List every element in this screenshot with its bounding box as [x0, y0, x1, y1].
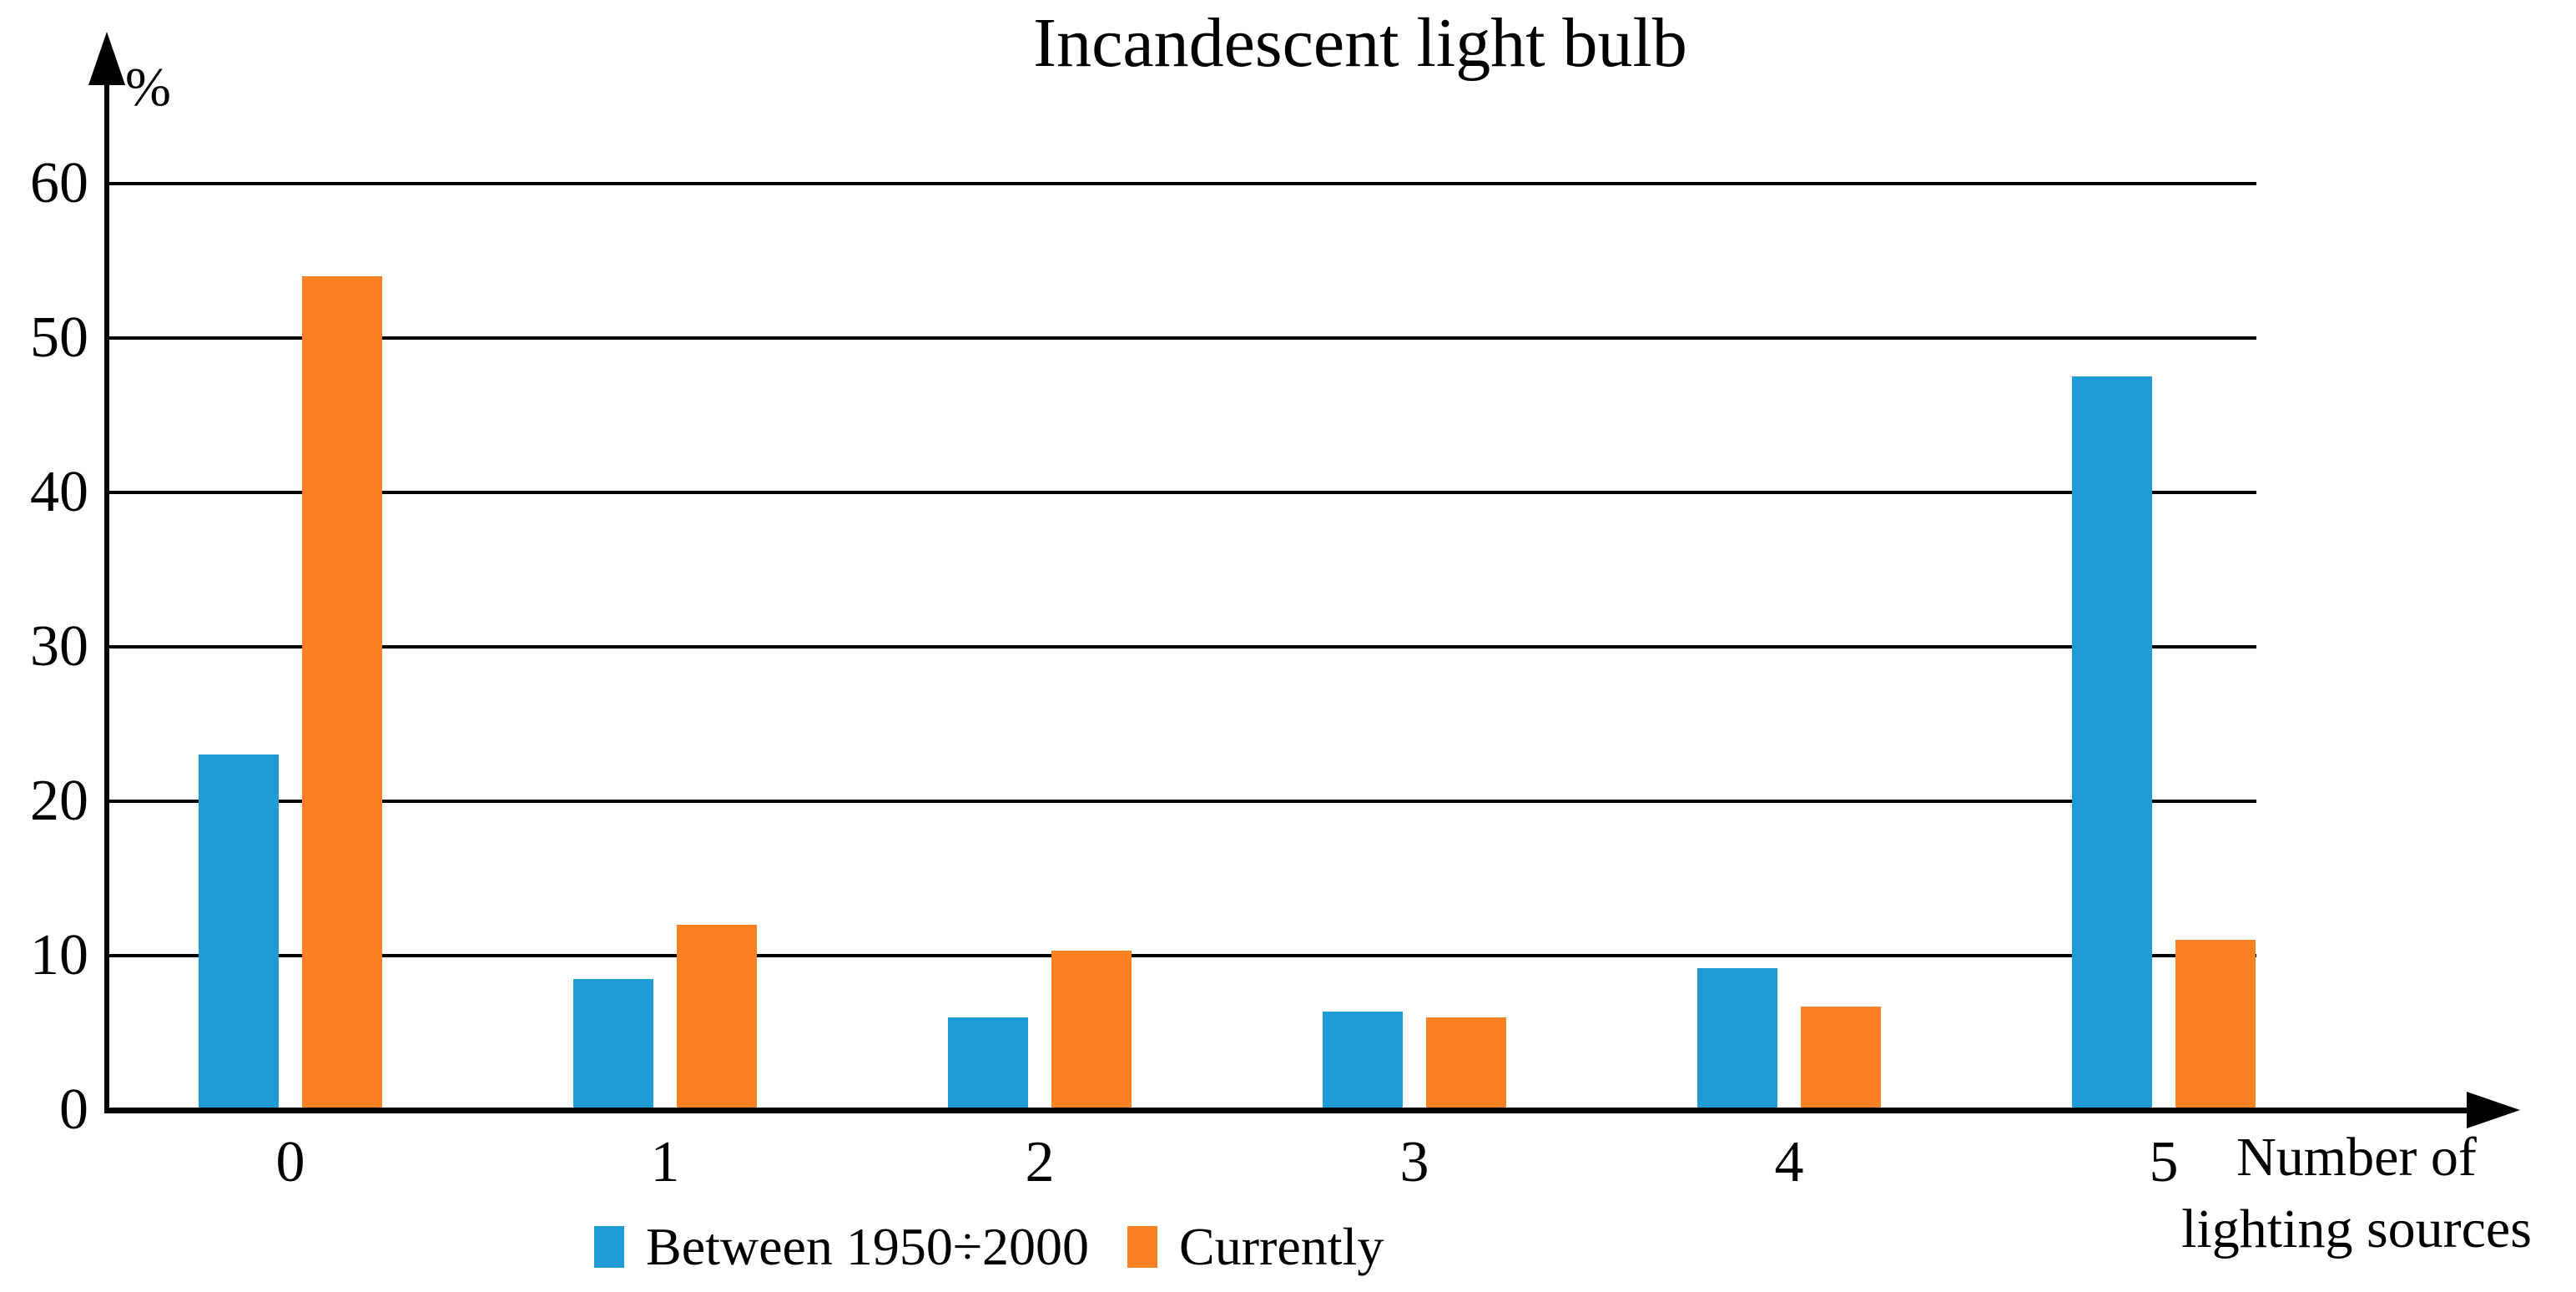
y-tick-label-30: 30 — [30, 614, 88, 679]
bar-series1-category-2 — [1051, 951, 1132, 1110]
bar-series0-category-5 — [2072, 376, 2152, 1110]
chart-title: Incandescent light bulb — [1033, 4, 1687, 82]
y-tick-label-20: 20 — [30, 769, 88, 833]
gridline-60 — [105, 182, 2256, 185]
x-tick-label-2: 2 — [1025, 1130, 1055, 1194]
x-tick-label-1: 1 — [650, 1130, 680, 1194]
bar-series0-category-0 — [199, 755, 279, 1110]
bar-series1-category-4 — [1801, 1007, 1881, 1110]
legend-label: Currently — [1179, 1217, 1384, 1276]
y-tick-label-0: 0 — [59, 1078, 88, 1142]
y-tick-label-60: 60 — [30, 151, 88, 215]
bar-series1-category-0 — [302, 276, 382, 1110]
gridline-30 — [105, 645, 2256, 649]
bar-series1-category-1 — [677, 925, 757, 1110]
y-axis-arrowhead-icon — [88, 32, 125, 85]
bar-series0-category-1 — [573, 979, 653, 1110]
legend-label: Between 1950÷2000 — [646, 1217, 1090, 1276]
y-tick-label-50: 50 — [30, 305, 88, 370]
y-axis-unit-label: % — [125, 57, 171, 118]
x-tick-label-0: 0 — [275, 1130, 305, 1194]
y-tick-label-10: 10 — [30, 923, 88, 987]
x-axis-arrowhead-icon — [2467, 1092, 2520, 1128]
legend-swatch-icon — [1127, 1226, 1158, 1268]
bar-series0-category-3 — [1323, 1012, 1403, 1110]
bar-series1-category-5 — [2175, 940, 2256, 1110]
x-tick-label-3: 3 — [1399, 1130, 1429, 1194]
gridline-50 — [105, 336, 2256, 340]
x-axis-title-line2: lighting sources — [2181, 1199, 2532, 1259]
legend-swatch-icon — [594, 1226, 624, 1268]
gridline-10 — [105, 954, 2256, 957]
bar-series0-category-2 — [948, 1017, 1028, 1110]
x-tick-label-4: 4 — [1774, 1130, 1804, 1194]
gridline-40 — [105, 491, 2256, 494]
x-axis-title: Number of lighting sources — [2136, 1122, 2576, 1265]
x-tick-label-5: 5 — [2149, 1130, 2179, 1194]
legend-item-0: Between 1950÷2000 — [594, 1220, 1089, 1274]
bar-series1-category-3 — [1426, 1017, 1506, 1110]
legend-item-1: Currently — [1127, 1220, 1384, 1274]
x-axis-line — [104, 1108, 2478, 1113]
legend: Between 1950÷2000 Currently — [594, 1220, 1384, 1274]
y-axis-line — [104, 73, 109, 1113]
y-tick-label-40: 40 — [30, 460, 88, 524]
x-axis-title-line1: Number of — [2236, 1127, 2477, 1188]
gridline-20 — [105, 800, 2256, 803]
bar-series0-category-4 — [1697, 968, 1777, 1110]
